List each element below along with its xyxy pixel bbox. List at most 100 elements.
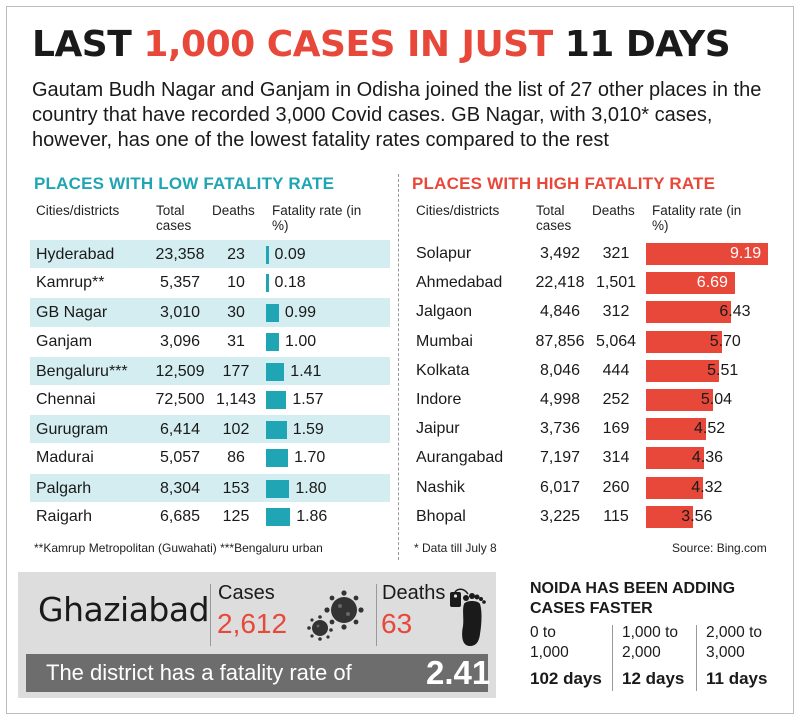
fatality-bar — [266, 332, 279, 351]
fatality-bar — [266, 449, 289, 468]
noida-range-start: 2,000 to — [706, 624, 763, 641]
fatality-rate-label: 0.09 — [274, 246, 306, 263]
fatality-rate-label: 6.69 — [696, 274, 728, 292]
total-cases: 8,046 — [539, 361, 581, 379]
total-cases: 8,304 — [159, 479, 201, 497]
city-name: Mumbai — [416, 332, 473, 350]
deaths: 444 — [602, 361, 630, 379]
header-cases: Total cases — [156, 203, 192, 233]
table-row: Indore 4,998 252 5.04 — [410, 385, 770, 414]
fatality-rate-label: 6.43 — [719, 303, 751, 321]
fatality-rate-label: 4.36 — [691, 449, 724, 467]
fatality-rate-label: 0.18 — [274, 274, 306, 292]
fatality-rate-label: 5.70 — [709, 332, 741, 350]
fatality-bar — [646, 447, 704, 470]
table-row: Chennai 72,500 1,143 1.57 — [30, 385, 390, 414]
table-row: Nashik 6,017 260 4.32 — [410, 473, 770, 502]
total-cases: 3,492 — [539, 245, 581, 262]
deaths: 252 — [602, 390, 630, 408]
high-table-header: Cities/districts Total cases Deaths Fata… — [410, 201, 770, 239]
low-footnote: **Kamrup Metropolitan (Guwahati) ***Beng… — [34, 541, 323, 555]
deaths: 321 — [602, 245, 630, 262]
deaths: 115 — [603, 507, 629, 525]
fatality-rate-label: 9.19 — [730, 245, 762, 262]
noida-range-end: 1,000 — [530, 644, 569, 661]
total-cases: 7,197 — [539, 449, 581, 467]
panel-divider — [398, 174, 399, 560]
headline: LAST 1,000 CASES IN JUST 11 DAYS — [32, 24, 731, 65]
deaths: 5,064 — [595, 332, 637, 350]
city-name: Chennai — [36, 390, 96, 408]
fatality-bar — [266, 421, 287, 440]
low-table-body: Hyderabad 23,358 23 0.09 Kamrup** 5,357 10 0.18… — [30, 239, 390, 531]
total-cases: 5,357 — [159, 274, 201, 292]
ghaziabad-box: Ghaziabad Cases 2,612 Deaths 63 The dist… — [18, 572, 496, 698]
deaths: 23 — [227, 246, 245, 263]
table-row: Kamrup** 5,357 10 0.18 — [30, 268, 390, 297]
city-name: Bengaluru*** — [36, 362, 128, 380]
city-name: Raigarh — [36, 507, 93, 525]
total-cases: 72,500 — [155, 390, 205, 408]
source-note: Source: Bing.com — [672, 541, 767, 555]
deaths: 125 — [222, 507, 250, 525]
fatality-bar — [646, 330, 722, 353]
fatality-rate-label: 1.80 — [295, 479, 327, 497]
fatality-bar — [646, 243, 768, 265]
city-name: Jaipur — [416, 420, 460, 438]
headline-accent: 1,000 CASES IN JUST — [143, 24, 565, 65]
noida-days: 11 days — [706, 669, 768, 688]
table-row: Hyderabad 23,358 23 0.09 — [30, 239, 390, 269]
cases-label: Cases — [218, 582, 275, 604]
fatality-rate-label: 4.32 — [691, 478, 723, 496]
noida-days: 12 days — [622, 669, 685, 688]
fatality-bar — [266, 304, 279, 323]
fatality-rate-label: 5.51 — [707, 361, 739, 379]
ghaziabad-name: Ghaziabad — [38, 590, 210, 629]
table-row: Bhopal 3,225 115 3.56 — [410, 502, 770, 531]
table-row: Aurangabad 7,197 314 4.36 — [410, 443, 770, 472]
total-cases: 87,856 — [535, 332, 585, 350]
table-row: Kolkata 8,046 444 5.51 — [410, 356, 770, 385]
rate-text: The district has a fatality rate of — [46, 660, 352, 685]
noida-range-end: 2,000 — [622, 644, 661, 661]
noida-column: 0 to 1,000 102 days — [530, 623, 616, 689]
total-cases: 6,414 — [159, 421, 201, 439]
fatality-rate-label: 1.86 — [296, 507, 328, 525]
vertical-rule — [376, 584, 377, 646]
table-row: Mumbai 87,856 5,064 5.70 — [410, 327, 770, 356]
low-panel-title: PLACES WITH LOW FATALITY RATE — [34, 174, 335, 193]
vertical-rule — [210, 584, 211, 646]
city-name: Palgarh — [36, 479, 92, 497]
city-name: Nashik — [416, 478, 465, 496]
noida-title-line2: CASES FASTER — [530, 600, 653, 617]
rate-banner: The district has a fatality rate of 2.41 — [26, 654, 490, 692]
high-panel-title: PLACES WITH HIGH FATALITY RATE — [412, 174, 716, 193]
foot-tag-icon — [450, 588, 486, 646]
deaths: 312 — [602, 303, 630, 321]
table-row: Jaipur 3,736 169 4.52 — [410, 414, 770, 443]
fatality-bar — [646, 301, 732, 324]
noida-range-end: 3,000 — [706, 644, 745, 661]
high-table-body: Solapur 3,492 321 9.19 Ahmedabad 22,418 1,501 6… — [410, 239, 770, 531]
fatality-bar — [646, 505, 694, 528]
city-name: Gurugram — [36, 421, 109, 439]
noida-title: NOIDA HAS BEEN ADDING CASES FASTER — [530, 579, 735, 619]
deaths: 260 — [602, 478, 630, 496]
noida-days: 102 days — [530, 669, 602, 688]
table-row: Ganjam 3,096 31 1.00 — [30, 327, 390, 356]
fatality-rate-label: 1.59 — [292, 421, 324, 439]
deaths: 177 — [222, 362, 250, 380]
deaths: 314 — [602, 449, 630, 467]
total-cases: 5,057 — [159, 449, 201, 467]
deaths-value: 63 — [381, 608, 413, 639]
total-cases: 3,736 — [539, 420, 581, 438]
total-cases: 23,358 — [155, 246, 205, 263]
table-row: Gurugram 6,414 102 1.59 — [30, 414, 390, 444]
table-row: Palgarh 8,304 153 1.80 — [30, 472, 390, 502]
total-cases: 3,010 — [159, 304, 201, 322]
city-name: Kolkata — [416, 361, 470, 379]
fatality-bar — [646, 359, 720, 382]
table-row: Madurai 5,057 86 1.70 — [30, 443, 390, 472]
low-table-header: Cities/districts Total cases Deaths Fata… — [30, 201, 390, 239]
low-fatality-table: Cities/districts Total cases Deaths Fata… — [30, 201, 390, 531]
